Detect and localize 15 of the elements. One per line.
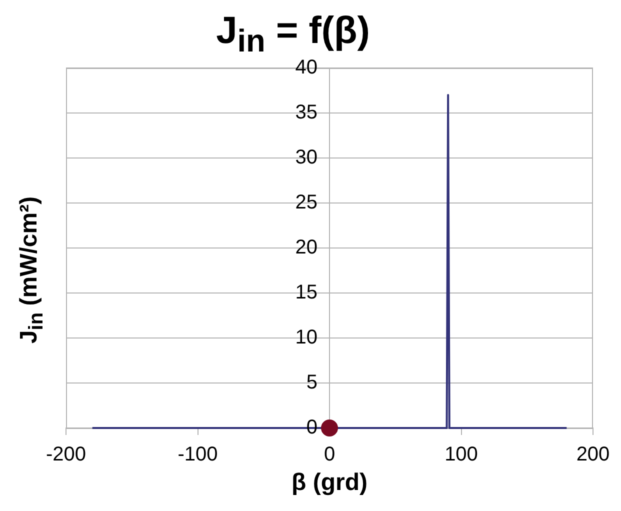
- y-tick-label: 35: [295, 102, 318, 124]
- y-tick-label: 5: [306, 372, 318, 394]
- x-tick-label: 200: [576, 444, 610, 466]
- y-tick-label: 20: [295, 236, 318, 259]
- x-axis-title: β (grd): [290, 468, 368, 498]
- y-tick-label: 15: [295, 282, 318, 304]
- x-tick-label: -200: [46, 444, 86, 466]
- x-tick-label: -100: [178, 444, 218, 466]
- x-tick-label: 0: [324, 444, 336, 466]
- y-tick-label: 25: [295, 192, 318, 214]
- y-tick-label: 40: [295, 56, 318, 79]
- x-tick-label: 100: [444, 444, 478, 466]
- y-tick-label: 30: [295, 146, 318, 169]
- chart-title: J$_{in}$ = f(β): [216, 10, 370, 59]
- y-tick-label: 10: [295, 326, 318, 349]
